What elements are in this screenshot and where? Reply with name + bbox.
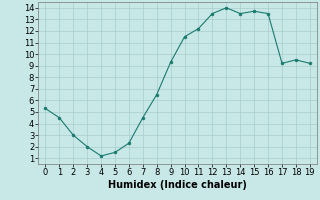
X-axis label: Humidex (Indice chaleur): Humidex (Indice chaleur)	[108, 180, 247, 190]
